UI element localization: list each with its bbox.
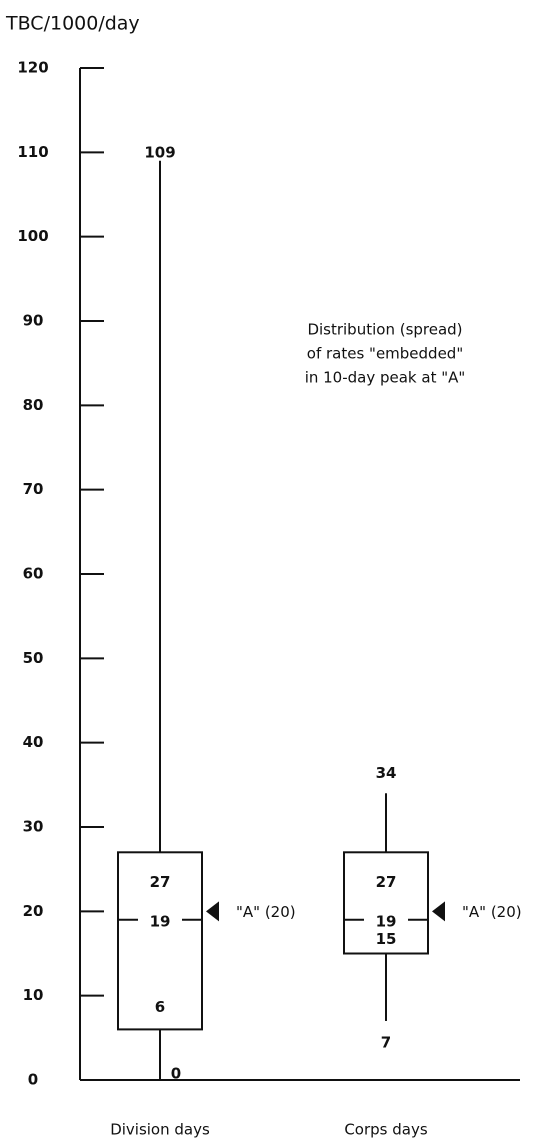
marker-label: "A" (20) xyxy=(462,903,522,921)
chart-title: TBC/1000/day xyxy=(5,13,140,35)
y-tick-label: 110 xyxy=(17,143,48,161)
marker-label: "A" (20) xyxy=(236,903,296,921)
value-label: 34 xyxy=(376,764,397,782)
annotation: of rates "embedded" xyxy=(307,345,463,363)
x-tick-label: Corps days xyxy=(344,1121,428,1139)
marker xyxy=(206,901,219,922)
value-label: 27 xyxy=(150,873,171,891)
y-tick-label: 80 xyxy=(23,396,44,414)
box xyxy=(343,851,429,955)
annotation: in 10-day peak at "A" xyxy=(305,369,466,387)
y-tick-label: 90 xyxy=(23,312,44,330)
y-tick-label: 50 xyxy=(23,649,44,667)
y-tick-label: 20 xyxy=(23,902,44,920)
y-tick-label: 100 xyxy=(17,227,48,245)
y-tick-label: 60 xyxy=(23,565,44,583)
box xyxy=(117,851,203,1031)
y-tick-label: 30 xyxy=(23,818,44,836)
marker xyxy=(432,901,445,922)
value-label: 7 xyxy=(381,1033,391,1051)
value-label: 0 xyxy=(171,1065,181,1083)
value-label: 19 xyxy=(376,912,397,930)
x-tick-label: Division days xyxy=(110,1121,210,1139)
value-label: 27 xyxy=(376,873,397,891)
annotation: Distribution (spread) xyxy=(307,321,462,339)
value-label: 15 xyxy=(376,930,397,948)
y-tick-label: 70 xyxy=(23,480,44,498)
value-label: 6 xyxy=(155,998,165,1016)
value-label: 109 xyxy=(144,143,175,161)
y-tick-label: 40 xyxy=(23,733,44,751)
value-label: 19 xyxy=(150,912,171,930)
y-tick-label: 10 xyxy=(23,986,44,1004)
y-tick-label: 0 xyxy=(28,1071,38,1089)
y-tick-label: 120 xyxy=(17,59,48,77)
